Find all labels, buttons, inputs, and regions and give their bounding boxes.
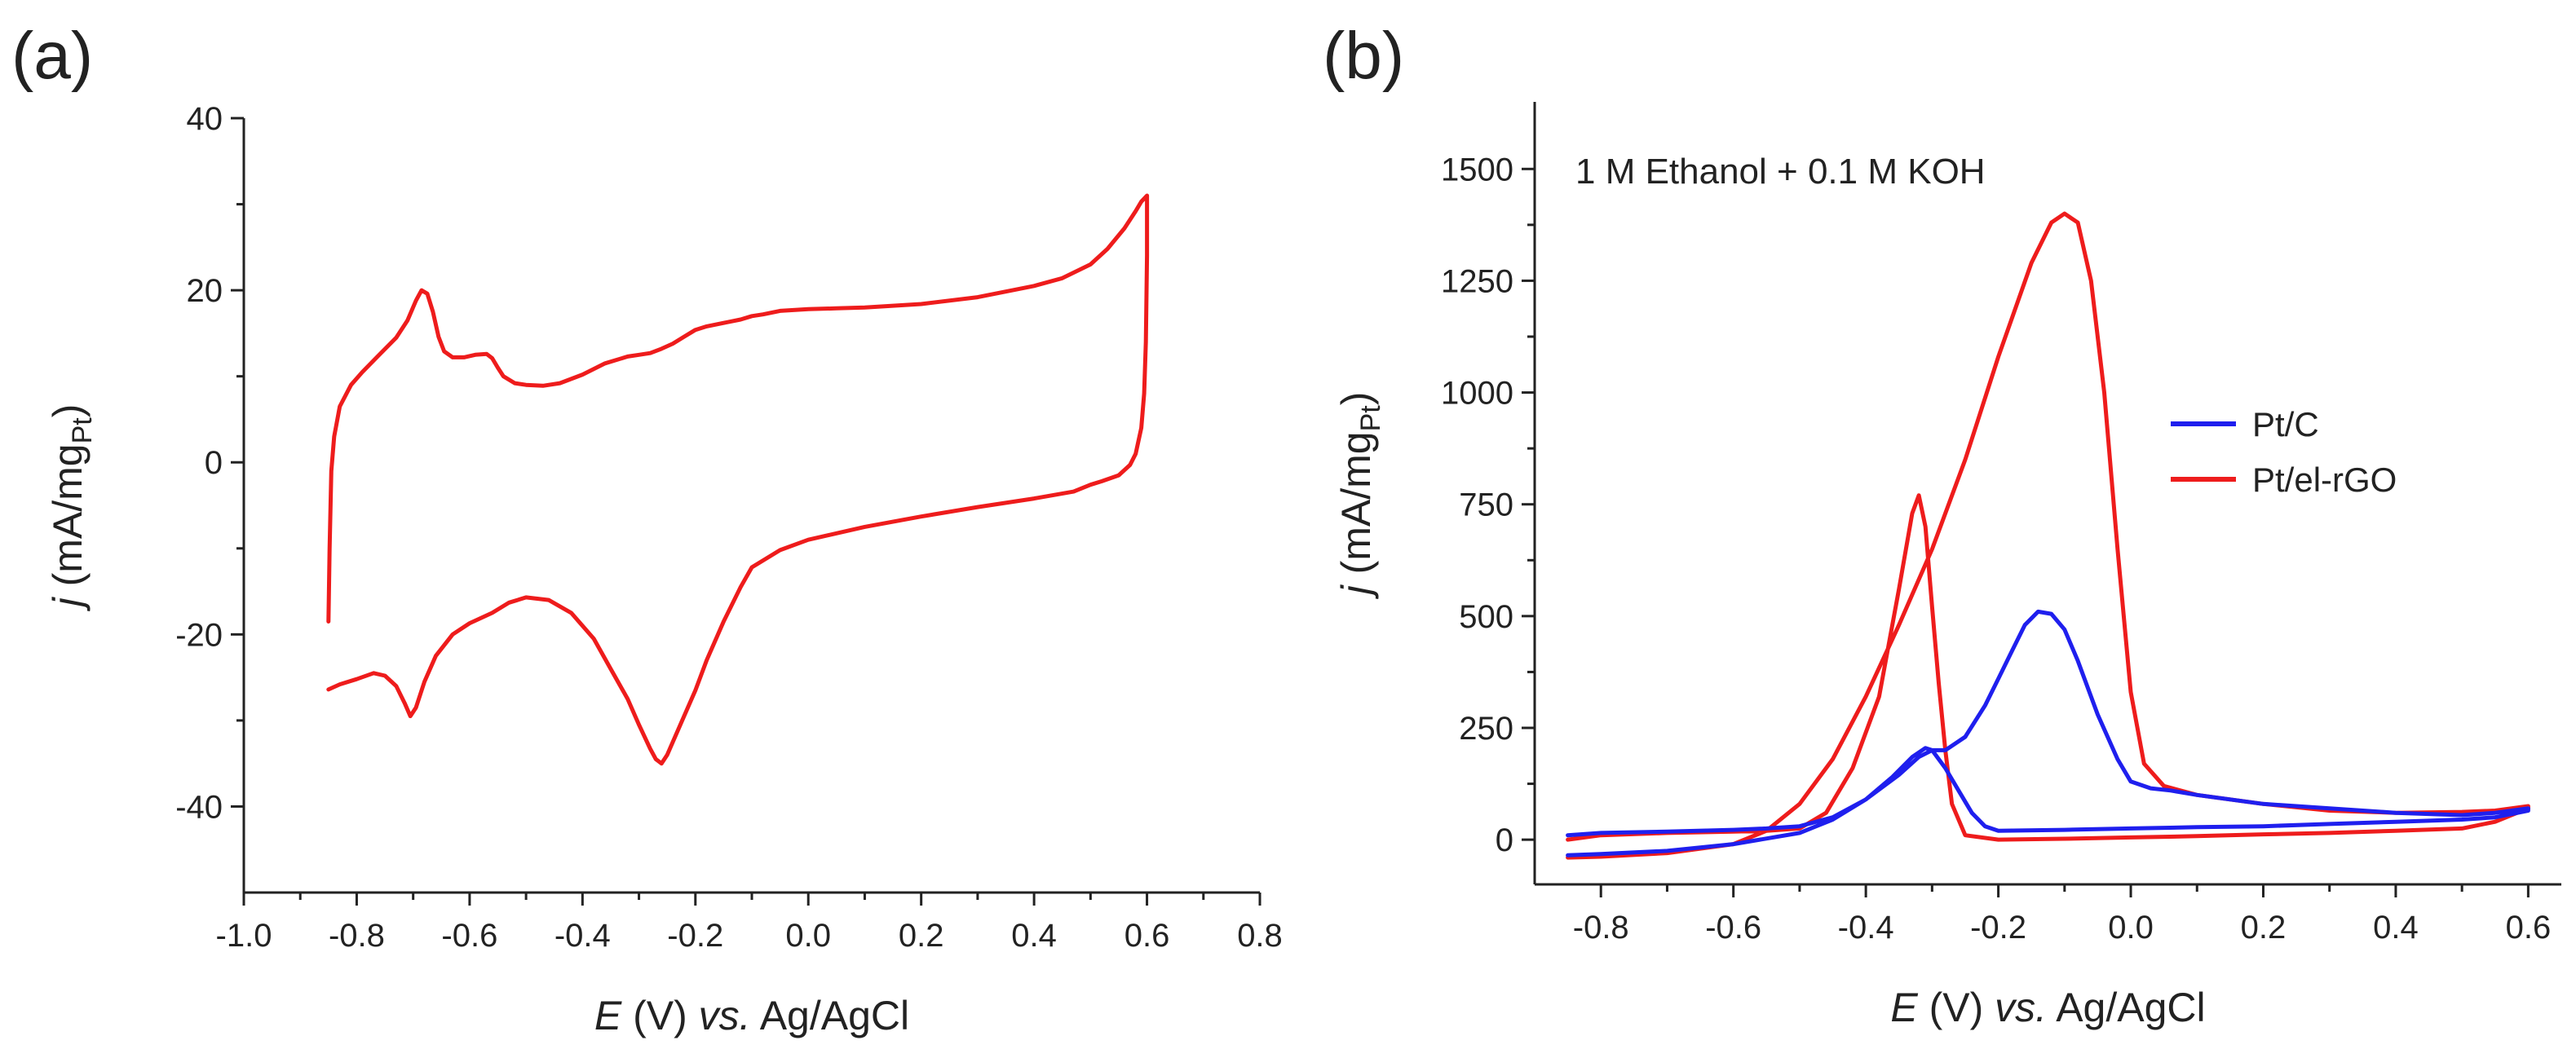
- panel-b-y-tick-label: 1500: [1441, 152, 1513, 187]
- panel-b-x-tick-label: -0.8: [1573, 910, 1629, 946]
- panel-a-y-axis-title: j (mA/mgPt): [45, 404, 98, 612]
- panel-a-x-tick-label: 0.4: [1011, 918, 1057, 954]
- panel-a-x-tick-label: 0.8: [1237, 918, 1283, 954]
- panel-a-label: (a): [11, 19, 93, 93]
- panel-b-label: (b): [1323, 19, 1404, 93]
- panel-a-y-tick-label: 40: [187, 101, 223, 137]
- panel-b-y-tick-label: 250: [1459, 711, 1513, 747]
- panel-b-series-pt-c: [1566, 609, 2530, 857]
- panel-a-y-tick-label: -40: [175, 789, 223, 825]
- panel-b-legend-label-pt-el-rgo: Pt/el-rGO: [2252, 461, 2397, 499]
- panel-b-x-axis-title: E (V) vs. Ag/AgCl: [1890, 985, 2205, 1030]
- panel-a-chart: -1.0 -0.8 -0.6 -0.4 -0.2 0.0 0.2 0.4 0.6 0.8 -40 -2…: [45, 101, 1283, 1038]
- panel-b-y-tick-label: 1250: [1441, 263, 1513, 299]
- panel-a-x-tick-label: -0.2: [667, 918, 723, 954]
- panel-b-x-tick-label: 0.4: [2373, 910, 2419, 946]
- panel-a-series-cv: [326, 193, 1150, 766]
- panel-b-y-tick-label: 500: [1459, 599, 1513, 635]
- panel-b-y-tick-label: 0: [1496, 822, 1513, 858]
- panel-b-y-tick-label: 750: [1459, 487, 1513, 523]
- panel-b-x-tick-label: 0.6: [2506, 910, 2552, 946]
- panel-a-x-tick-label: 0.0: [785, 918, 831, 954]
- panel-a-x-axis-title: E (V) vs. Ag/AgCl: [594, 993, 909, 1038]
- panel-b-annotation: 1 M Ethanol + 0.1 M KOH: [1575, 152, 1986, 192]
- panel-b-x-tick-label: -0.4: [1838, 910, 1894, 946]
- panel-b-x-tick-label: 0.0: [2108, 910, 2154, 946]
- panel-b-x-tick-label: -0.6: [1705, 910, 1761, 946]
- panel-a-x-tick-label: 0.2: [899, 918, 944, 954]
- panel-b-x-tick-label: 0.2: [2241, 910, 2287, 946]
- panel-b-x-tick-label: -0.2: [1970, 910, 2026, 946]
- panel-a-y-tick-label: 0: [205, 445, 223, 481]
- panel-a-x-tick-label: -1.0: [216, 918, 272, 954]
- panel-b-series-pt-el-rgo: [1566, 211, 2530, 860]
- panel-b-chart: -0.8 -0.6 -0.4 -0.2 0.0 0.2 0.4 0.6 0 250 500 750 10…: [1333, 102, 2561, 1030]
- panel-a-x-tick-label: -0.8: [329, 918, 385, 954]
- panel-b-legend-label-pt-c: Pt/C: [2252, 405, 2319, 443]
- panel-a-x-tick-label: 0.6: [1125, 918, 1170, 954]
- panel-a-x-tick-label: -0.6: [441, 918, 497, 954]
- panel-b-y-tick-label: 1000: [1441, 376, 1513, 412]
- panel-b-y-axis-title: j (mA/mgPt): [1333, 392, 1386, 600]
- panel-a-x-tick-label: -0.4: [555, 918, 611, 954]
- panel-a-y-tick-label: -20: [175, 617, 223, 653]
- panel-a-y-tick-label: 20: [187, 273, 223, 309]
